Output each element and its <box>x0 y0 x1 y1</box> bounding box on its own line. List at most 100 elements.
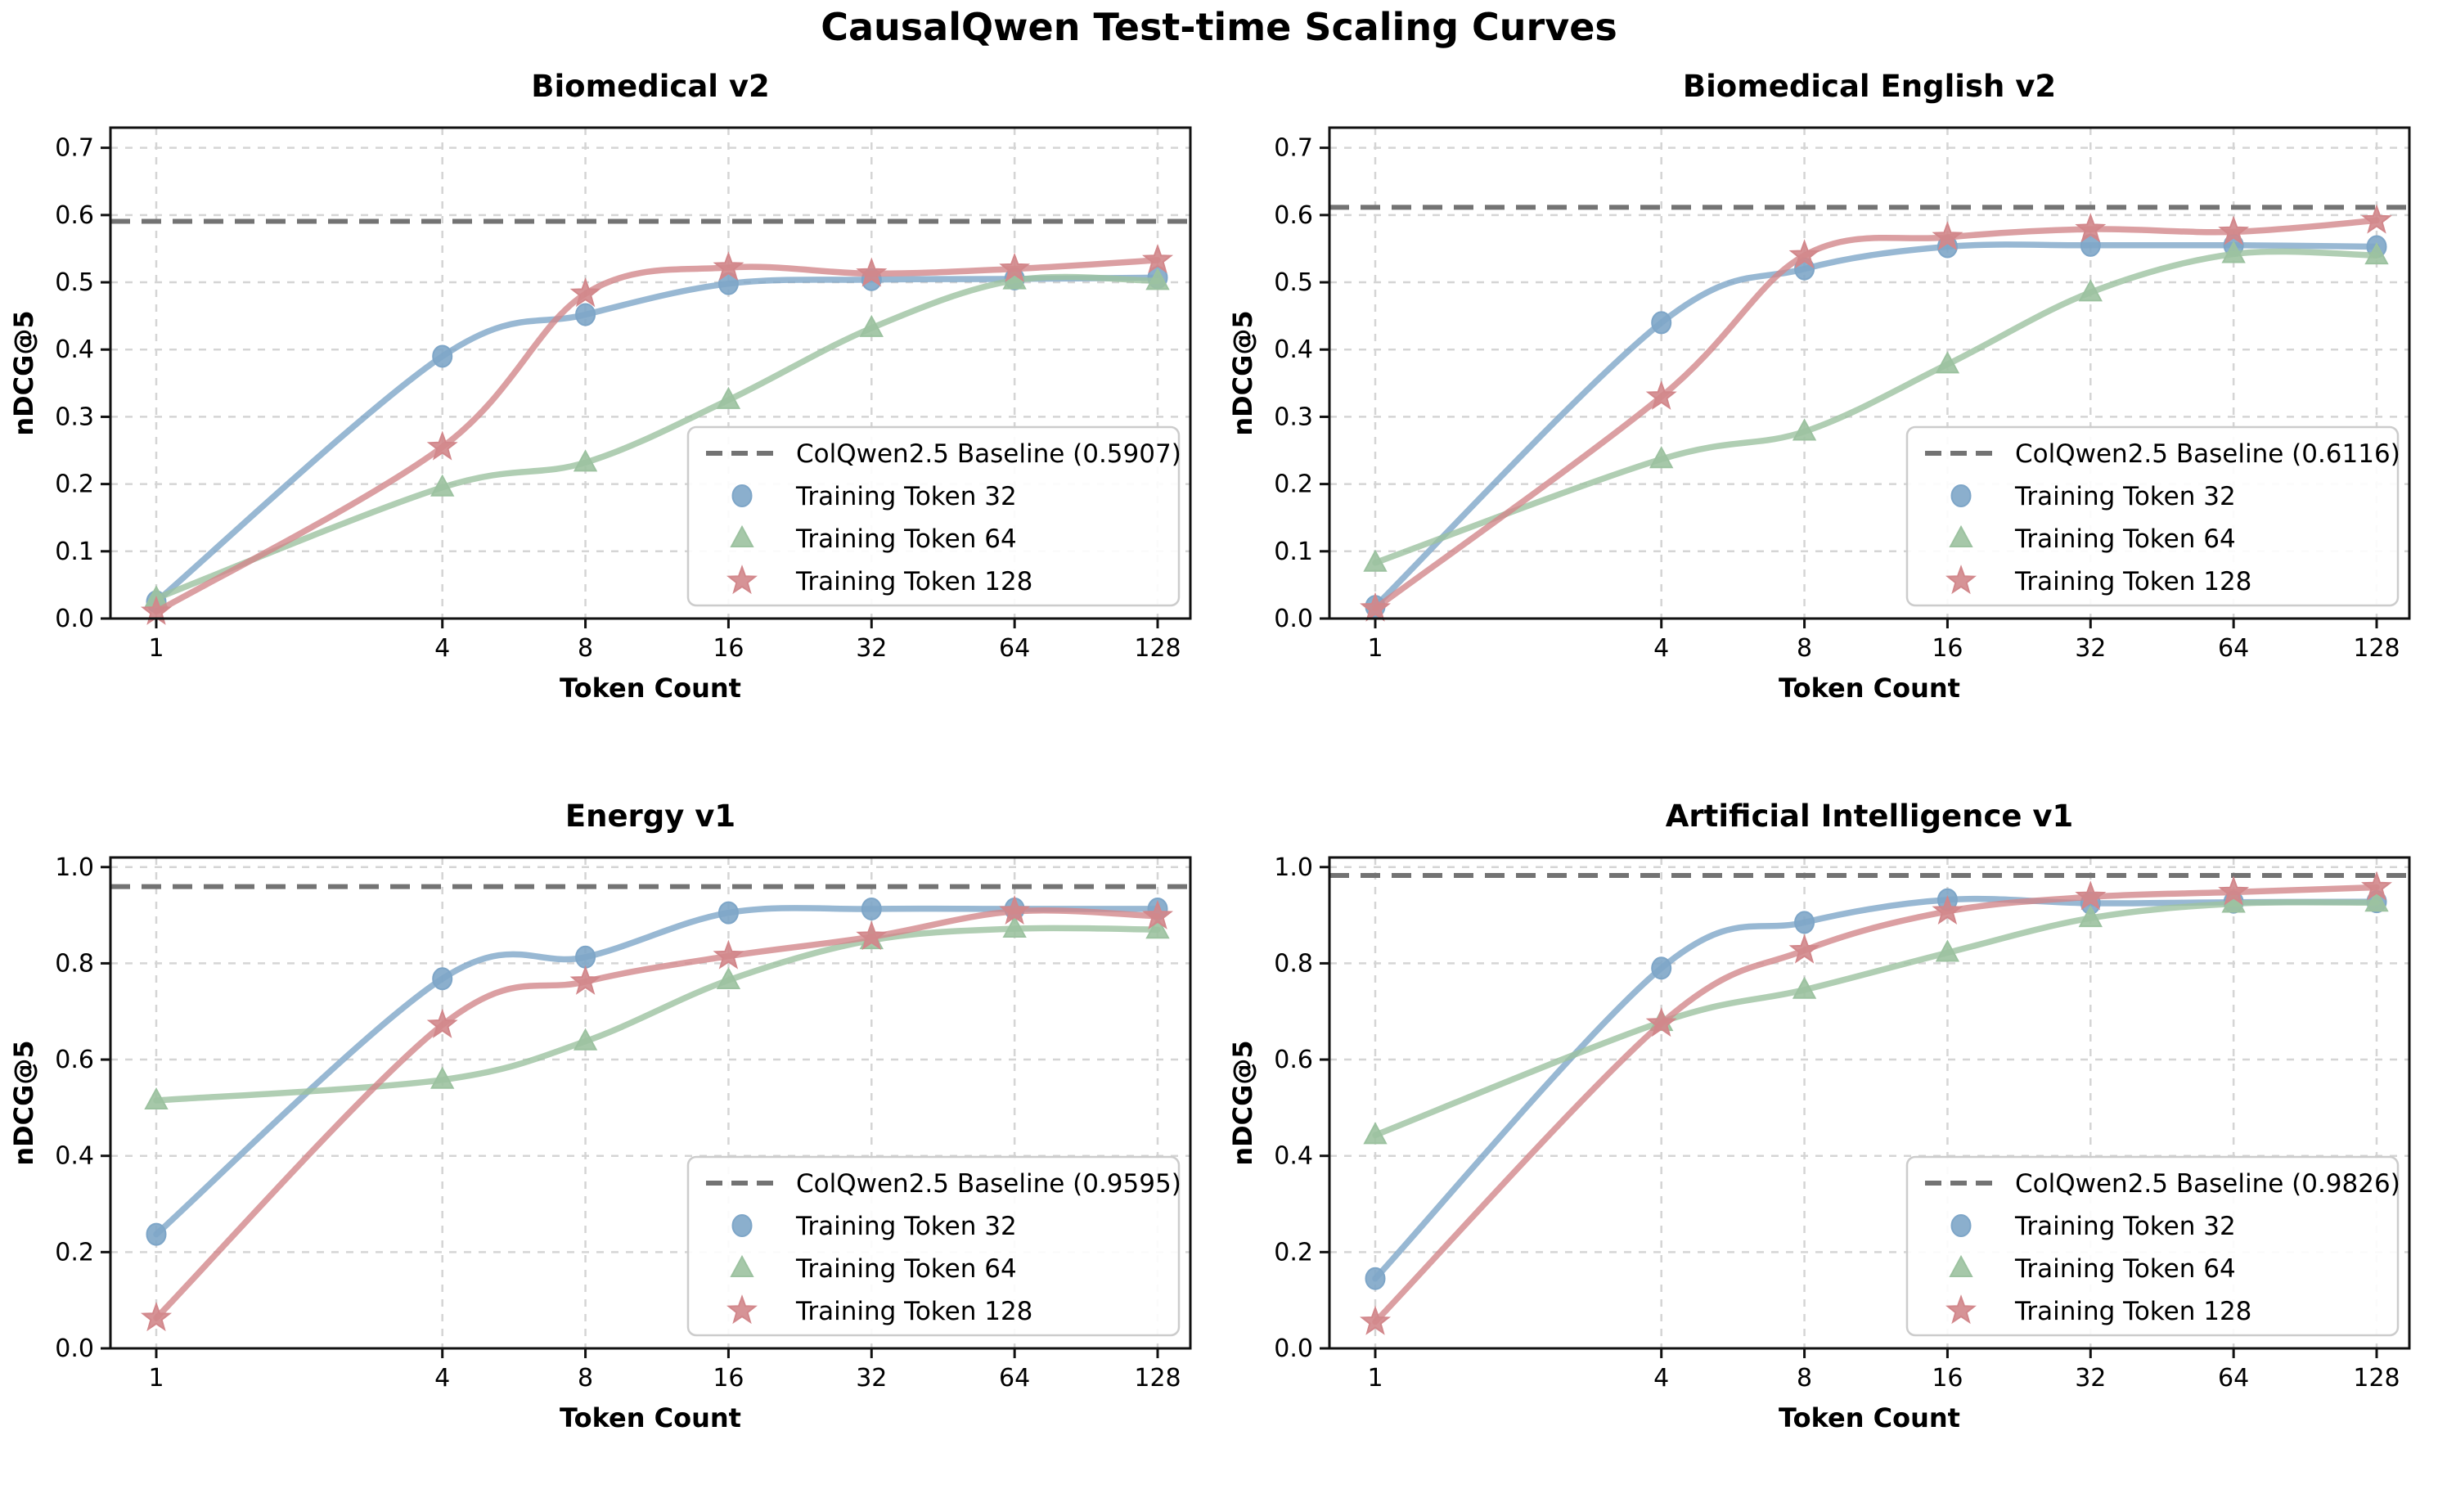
series-markers-training-token-128 <box>1360 204 2392 622</box>
x-tick-label: 1 <box>148 1364 164 1393</box>
star-marker <box>1788 934 1820 964</box>
x-axis-label: Token Count <box>1779 1402 1960 1433</box>
legend-item-training-token-32: Training Token 32 <box>1950 1212 2236 1241</box>
star-marker <box>713 939 744 970</box>
star-marker <box>1645 1006 1677 1037</box>
star-legend-marker <box>1945 565 1977 595</box>
x-tick-label: 16 <box>1932 634 1963 663</box>
star-marker <box>1360 1305 1391 1335</box>
charts-grid: 1 4 8 16 32 64 128 0.0 0.1 0.2 0.3 0.4 0.5 0.6 0.7 Biom… <box>0 52 2438 1512</box>
legend-label: ColQwen2.5 Baseline (0.5907) <box>796 439 1181 469</box>
legend-label: Training Token 64 <box>795 1254 1017 1284</box>
legend-box <box>1905 1155 2400 1337</box>
x-tick-label: 8 <box>578 1364 593 1393</box>
legend-label: Training Token 64 <box>2014 1254 2236 1284</box>
circle-marker <box>1794 911 1815 934</box>
y-tick-label: 0.6 <box>55 201 94 230</box>
figure-title: CausalQwen Test-time Scaling Curves <box>821 5 1617 49</box>
star-legend-marker <box>726 1294 758 1325</box>
triangle-marker <box>430 1066 455 1089</box>
triangle-marker <box>1792 418 1817 441</box>
series-markers-training-token-128 <box>1360 871 2392 1335</box>
circle-marker <box>575 945 596 969</box>
star-legend-marker <box>1945 1294 1977 1325</box>
y-tick-label: 0.3 <box>55 403 94 431</box>
legend-item-training-token-32: Training Token 32 <box>1950 482 2236 511</box>
legend: ColQwen2.5 Baseline (0.6116) Training Tok… <box>1905 425 2400 607</box>
legend-item-training-token-128: Training Token 128 <box>1945 1294 2251 1326</box>
star-marker <box>2218 875 2250 906</box>
circle-legend-marker <box>1950 1214 1972 1237</box>
series-markers-training-token-64 <box>1363 241 2389 572</box>
legend-label: Training Token 128 <box>2014 567 2251 596</box>
x-tick-label: 8 <box>578 634 593 663</box>
y-tick-label: 0.7 <box>1274 134 1313 163</box>
x-tick-label: 64 <box>2218 1364 2249 1393</box>
y-tick-label: 0.5 <box>55 268 94 297</box>
circle-marker <box>432 967 453 991</box>
triangle-marker <box>1935 351 1960 374</box>
legend-item-training-token-32: Training Token 32 <box>731 482 1017 511</box>
x-tick-label: 1 <box>1367 1364 1383 1393</box>
star-marker <box>999 894 1031 925</box>
triangle-marker <box>1145 268 1170 290</box>
x-tick-label: 4 <box>1653 1364 1669 1393</box>
triangle-marker <box>1792 976 1817 999</box>
x-tick-label: 32 <box>856 1364 887 1393</box>
circle-marker <box>432 344 453 368</box>
y-tick-label: 0.7 <box>55 134 94 163</box>
legend-item-training-token-128: Training Token 128 <box>1945 565 2251 596</box>
x-tick-label: 4 <box>1653 634 1669 663</box>
triangle-legend-marker <box>1949 1254 1973 1277</box>
triangle-legend-marker <box>730 524 754 547</box>
circle-legend-marker <box>731 484 753 507</box>
triangle-marker <box>2364 889 2389 912</box>
triangle-marker <box>716 966 741 989</box>
y-axis-label: nDCG@5 <box>1227 310 1258 435</box>
x-tick-label: 64 <box>2218 634 2249 663</box>
axis-ticks: 1 4 8 16 32 64 128 0.0 0.2 0.4 0.6 0.8 1.0 <box>1274 853 2400 1393</box>
y-tick-label: 0.2 <box>55 1238 94 1267</box>
x-tick-label: 64 <box>999 1364 1030 1393</box>
star-marker <box>141 1301 172 1332</box>
triangle-marker <box>1363 549 1388 572</box>
triangle-marker <box>2364 242 2389 265</box>
y-tick-label: 0.1 <box>1274 538 1313 566</box>
triangle-marker <box>1935 939 1960 962</box>
x-tick-label: 16 <box>713 1364 744 1393</box>
star-marker <box>426 430 458 461</box>
triangle-marker <box>1363 1122 1388 1145</box>
legend-box <box>1905 425 2400 607</box>
legend-item-colqwen2-5-baseline-0-9595: ColQwen2.5 Baseline (0.9595) <box>706 1169 1181 1199</box>
axis-ticks: 1 4 8 16 32 64 128 0.0 0.2 0.4 0.6 0.8 1.0 <box>55 853 1181 1393</box>
star-marker <box>2075 213 2107 243</box>
x-tick-label: 4 <box>434 1364 450 1393</box>
circle-marker <box>1651 311 1672 335</box>
legend-label: ColQwen2.5 Baseline (0.9826) <box>2015 1169 2400 1199</box>
triangle-legend-marker <box>730 1254 754 1277</box>
y-axis-label: nDCG@5 <box>8 1040 39 1165</box>
star-legend-marker <box>726 565 758 595</box>
legend-item-training-token-64: Training Token 64 <box>1949 1254 2236 1284</box>
legend-item-colqwen2-5-baseline-0-9826: ColQwen2.5 Baseline (0.9826) <box>1925 1169 2400 1199</box>
star-marker <box>2361 204 2392 234</box>
triangle-marker <box>144 1087 169 1110</box>
series-line-training-token-64 <box>1372 898 2380 1139</box>
subplot-title: Biomedical English v2 <box>1683 69 2056 104</box>
subplot-biomedical-v2: 1 4 8 16 32 64 128 0.0 0.1 0.2 0.3 0.4 0.5 0.6 0.7 Biom… <box>8 69 1192 704</box>
y-tick-label: 1.0 <box>1274 853 1313 882</box>
legend: ColQwen2.5 Baseline (0.9595) Training Tok… <box>686 1155 1181 1337</box>
star-marker <box>1932 894 1963 925</box>
plot-border <box>1328 126 2411 620</box>
y-tick-label: 0.5 <box>1274 268 1313 297</box>
star-marker <box>1142 899 1173 929</box>
legend-box <box>686 1155 1181 1337</box>
subplot-biomedical-english-v2: 1 4 8 16 32 64 128 0.0 0.1 0.2 0.3 0.4 0.5 0.6 0.7 Biom… <box>1227 69 2411 704</box>
axis-ticks: 1 4 8 16 32 64 128 0.0 0.1 0.2 0.3 0.4 0.5 0.6 0.7 <box>55 134 1181 663</box>
legend: ColQwen2.5 Baseline (0.5907) Training Tok… <box>686 425 1181 607</box>
triangle-marker <box>1145 916 1170 939</box>
legend-item-colqwen2-5-baseline-0-6116: ColQwen2.5 Baseline (0.6116) <box>1925 439 2400 469</box>
plot-border <box>1328 856 2411 1350</box>
triangle-marker <box>1649 446 1674 469</box>
